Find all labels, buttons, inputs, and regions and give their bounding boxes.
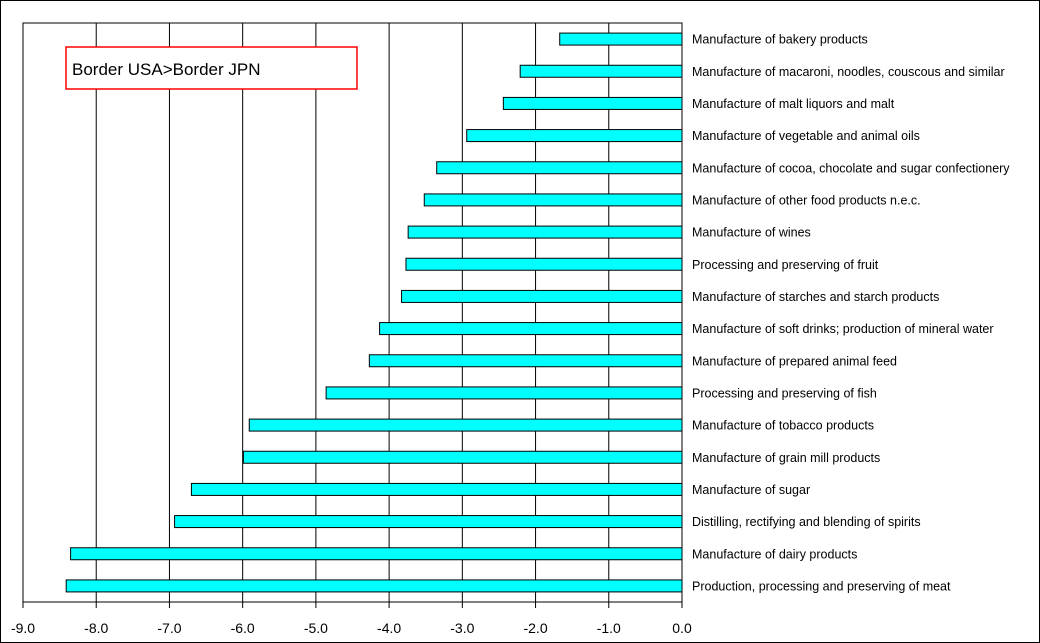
annotation-box: Border USA>Border JPN [65,46,358,90]
bar [190,482,683,496]
bar [248,418,683,432]
bar [368,354,683,368]
bar [407,225,683,239]
annotation-text: Border USA>Border JPN [72,60,261,79]
x-tick-label: -2.0 [523,620,547,636]
bar [466,129,683,143]
bar [174,515,683,529]
category-label: Production, processing and preserving of… [692,579,951,593]
category-label: Manufacture of prepared animal feed [692,354,897,368]
x-tick-label: -5.0 [304,620,328,636]
bar [70,547,683,561]
x-tick-label: -4.0 [377,620,401,636]
x-tick-label: 0.0 [672,620,692,636]
category-label: Manufacture of bakery products [692,33,868,47]
category-label: Processing and preserving of fish [692,386,877,400]
bar [65,579,683,593]
category-label: Manufacture of soft drinks; production o… [692,322,994,336]
category-label: Manufacture of wines [692,226,811,240]
bar [242,450,683,464]
category-label: Manufacture of macaroni, noodles, cousco… [692,65,1005,79]
category-labels: Manufacture of bakery products Manufactur… [692,33,1010,594]
bar [519,64,683,78]
bar [401,289,683,303]
bar [325,386,683,400]
category-label: Manufacture of tobacco products [692,419,874,433]
bar [559,32,683,46]
bar [379,322,683,336]
category-label: Manufacture of vegetable and animal oils [692,129,920,143]
category-label: Manufacture of dairy products [692,547,857,561]
category-label: Manufacture of starches and starch produ… [692,290,939,304]
x-tick-label: -1.0 [597,620,621,636]
x-tick-labels: -9.0 -8.0 -7.0 -6.0 -5.0 -4.0 -3.0 -2.0 -1.0 0.0 [11,602,692,636]
bar [423,193,683,207]
category-label: Processing and preserving of fruit [692,258,879,272]
category-label: Manufacture of cocoa, chocolate and suga… [692,161,1010,175]
x-tick-label: -7.0 [157,620,181,636]
category-label: Manufacture of sugar [692,483,810,497]
plot-area [22,22,683,603]
category-label: Manufacture of grain mill products [692,451,880,465]
bar [436,161,683,175]
x-tick-label: -9.0 [11,620,35,636]
x-tick-label: -8.0 [84,620,108,636]
bar [502,96,683,110]
category-label: Distilling, rectifying and blending of s… [692,515,921,529]
x-tick-label: -6.0 [231,620,255,636]
gridlines [95,23,610,602]
category-label: Manufacture of other food products n.e.c… [692,193,921,207]
bar [405,257,683,271]
category-label: Manufacture of malt liquors and malt [692,97,895,111]
annotation-border [65,46,358,90]
x-tick-label: -3.0 [450,620,474,636]
bars [65,32,683,593]
